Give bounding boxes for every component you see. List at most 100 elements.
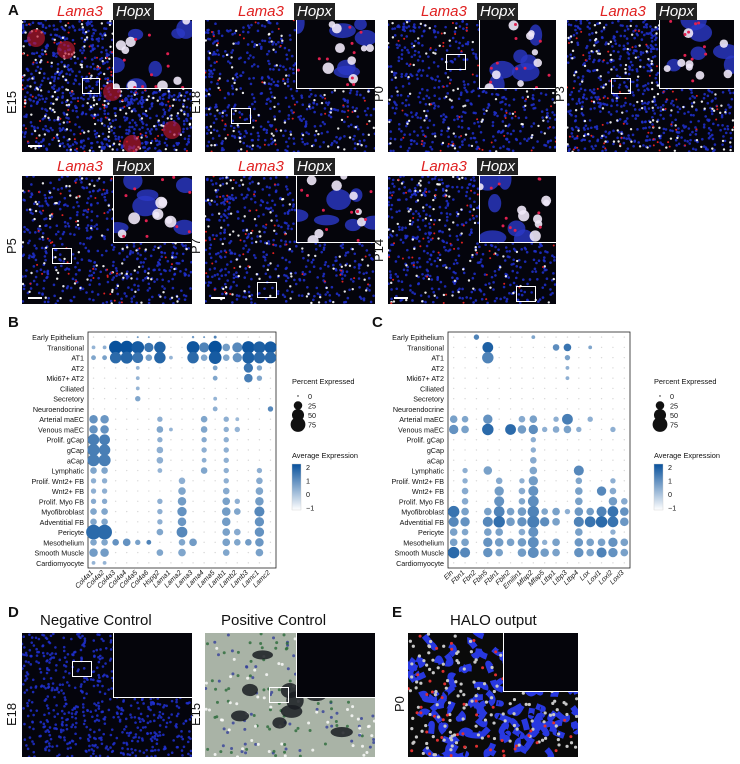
dot-empty <box>566 521 569 523</box>
expression-dot <box>564 508 571 515</box>
cell-type-label: Prolif. gCap <box>406 436 444 445</box>
dot-empty <box>159 562 161 564</box>
inset-texture <box>663 20 734 83</box>
dot-empty <box>126 408 128 410</box>
dot-empty <box>475 521 478 523</box>
legend-color-tick: 2 <box>668 463 672 472</box>
dot-empty <box>258 428 261 431</box>
dot-empty <box>464 356 466 359</box>
dot-empty <box>258 459 261 461</box>
dot-empty <box>181 469 183 472</box>
dot-empty <box>192 490 194 492</box>
dot-empty <box>612 387 614 390</box>
expression-dot <box>620 538 629 547</box>
expression-dot <box>201 457 207 463</box>
legend-size-dot <box>659 395 661 397</box>
expression-dot <box>223 426 229 433</box>
expression-dot <box>156 446 164 454</box>
dot-empty <box>612 336 614 338</box>
dot-empty <box>236 551 238 554</box>
dot-empty <box>521 346 523 349</box>
dot-empty <box>498 356 500 359</box>
dot-empty <box>181 408 183 410</box>
inset-texture <box>297 20 375 87</box>
expression-dot <box>255 497 264 506</box>
expression-dot <box>157 498 163 505</box>
dot-empty <box>269 387 272 390</box>
legend-color-tick: 2 <box>306 463 310 472</box>
dot-empty <box>137 531 139 533</box>
panel-label-a: A <box>8 2 19 19</box>
dot-empty <box>566 449 569 451</box>
expression-dot <box>587 416 593 422</box>
dot-empty <box>114 449 117 451</box>
dot-empty <box>566 439 569 441</box>
dot-empty <box>589 336 591 338</box>
dot-empty <box>181 356 183 359</box>
expression-dot <box>529 466 538 475</box>
expression-dot <box>505 424 516 435</box>
expression-dot <box>87 443 100 457</box>
dot-empty <box>578 387 580 390</box>
magnified-inset <box>659 20 734 89</box>
dot-empty <box>258 408 261 410</box>
dot-empty <box>532 356 535 359</box>
expression-dot <box>586 538 595 547</box>
inset-texture <box>297 176 375 242</box>
dot-empty <box>236 449 238 451</box>
dot-empty <box>509 469 512 472</box>
cell-type-label: Adventitial FB <box>40 518 85 527</box>
dot-empty <box>159 377 161 379</box>
dot-empty <box>623 367 626 369</box>
dot-empty <box>236 439 238 441</box>
expression-dot <box>147 336 150 339</box>
dot-empty <box>566 397 569 400</box>
dot-empty <box>148 428 150 431</box>
dot-empty <box>521 562 523 564</box>
expression-dot <box>609 487 617 495</box>
dot-empty <box>566 500 569 503</box>
dot-empty <box>148 449 150 451</box>
dot-empty <box>137 551 139 554</box>
expression-dot <box>460 547 471 558</box>
expression-dot <box>233 539 241 546</box>
legend-size-label: 75 <box>670 421 678 430</box>
dot-empty <box>247 336 250 338</box>
expression-dot <box>203 336 206 339</box>
expression-dot <box>517 507 527 516</box>
expression-dot <box>208 340 222 354</box>
dot-empty <box>269 469 272 472</box>
dot-empty <box>612 377 614 379</box>
expression-dot <box>530 437 537 443</box>
cell-type-label: AT2 <box>431 364 444 373</box>
expression-dot <box>212 406 218 412</box>
dot-empty <box>269 521 272 523</box>
expression-dot <box>495 528 504 536</box>
dot-empty <box>126 480 128 482</box>
dot-empty <box>236 377 238 379</box>
dot-empty <box>137 480 139 482</box>
dot-empty <box>114 408 117 410</box>
expression-dot <box>462 467 468 474</box>
dot-empty <box>148 531 150 533</box>
dot-empty <box>236 521 238 523</box>
dot-empty <box>623 387 626 390</box>
dot-empty <box>589 531 591 533</box>
dot-empty <box>159 336 161 338</box>
expression-dot <box>528 527 539 538</box>
dot-empty <box>192 459 194 461</box>
inset-texture <box>484 20 551 88</box>
dot-empty <box>126 336 128 338</box>
expression-dot <box>610 478 616 484</box>
expression-dot <box>90 508 97 515</box>
dot-empty <box>214 562 216 564</box>
expression-dot <box>244 373 253 383</box>
dot-empty <box>521 356 523 359</box>
dot-empty <box>521 408 523 410</box>
expression-dot <box>178 487 186 495</box>
expression-dot <box>527 547 539 559</box>
dot-empty <box>589 490 591 492</box>
expression-dot <box>482 341 494 353</box>
expression-dot <box>574 497 583 506</box>
panel-label-b: B <box>8 314 19 331</box>
